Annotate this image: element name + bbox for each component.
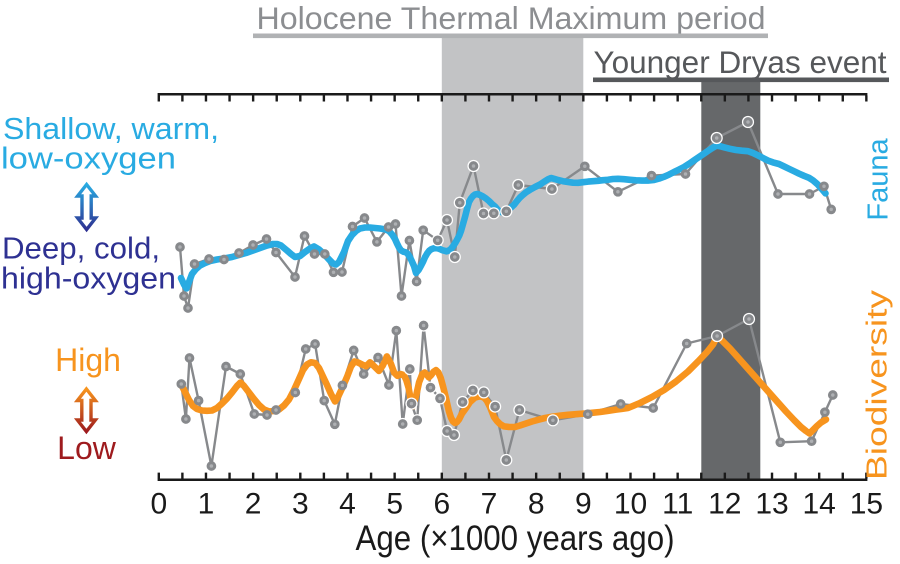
svg-text:Biodiversity: Biodiversity bbox=[862, 289, 894, 480]
svg-text:5: 5 bbox=[386, 488, 403, 521]
svg-text:7: 7 bbox=[481, 488, 498, 521]
svg-text:0: 0 bbox=[150, 488, 167, 521]
svg-text:Younger Dryas event: Younger Dryas event bbox=[594, 44, 887, 80]
svg-text:13: 13 bbox=[755, 488, 788, 521]
svg-text:10: 10 bbox=[614, 488, 647, 521]
svg-text:6: 6 bbox=[433, 488, 450, 521]
svg-text:11: 11 bbox=[662, 488, 693, 521]
svg-text:15: 15 bbox=[850, 488, 883, 521]
svg-text:12: 12 bbox=[708, 488, 741, 521]
svg-text:Fauna: Fauna bbox=[863, 138, 895, 221]
svg-text:Low: Low bbox=[57, 430, 117, 466]
svg-text:Holocene Thermal Maximum perio: Holocene Thermal Maximum period bbox=[257, 0, 766, 36]
svg-text:high-oxygen: high-oxygen bbox=[1, 262, 176, 296]
svg-text:2: 2 bbox=[245, 488, 262, 521]
svg-text:High: High bbox=[55, 342, 121, 378]
svg-text:Age (×1000 years ago): Age (×1000 years ago) bbox=[356, 519, 675, 558]
svg-text:Deep, cold,: Deep, cold, bbox=[2, 231, 160, 265]
svg-text:9: 9 bbox=[575, 488, 592, 521]
svg-text:3: 3 bbox=[292, 488, 309, 521]
svg-text:1: 1 bbox=[198, 488, 215, 521]
svg-text:Shallow, warm,: Shallow, warm, bbox=[3, 111, 219, 146]
svg-text:low-oxygen: low-oxygen bbox=[1, 140, 176, 175]
svg-text:4: 4 bbox=[339, 488, 356, 521]
svg-text:14: 14 bbox=[803, 488, 836, 521]
svg-text:8: 8 bbox=[528, 488, 545, 521]
